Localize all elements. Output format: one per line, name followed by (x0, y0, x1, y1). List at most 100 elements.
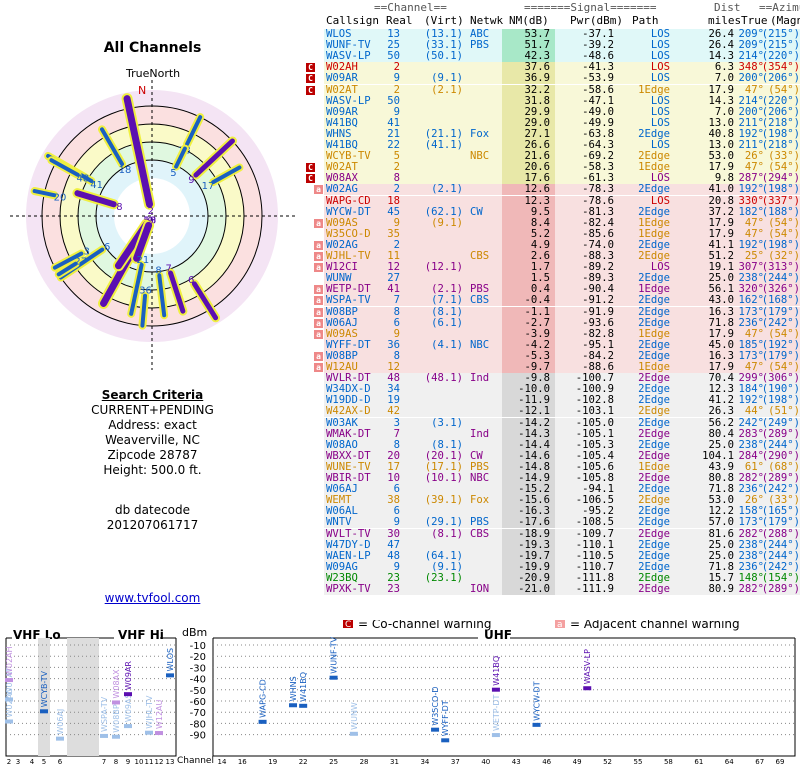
cell-path: LOS (650, 139, 670, 151)
signal-bar (431, 727, 440, 732)
cell-pwr: -105.3 (575, 438, 614, 451)
cell-mg: (206°) (761, 72, 800, 85)
cell-mi: 26.3 (708, 405, 734, 418)
cell-path: 2Edge (638, 516, 670, 529)
cell-mg: (51°) (768, 405, 800, 418)
cell-callsign: WCYB-TV (326, 150, 371, 163)
signal-bar (155, 731, 163, 736)
cell-callsign: W02AG (326, 183, 358, 196)
cell-tr: 214° (738, 94, 764, 107)
cell-mi: 25.0 (708, 438, 734, 451)
x-tick-label: 4 (30, 758, 35, 766)
signal-bar (124, 724, 132, 729)
bar-label: WYFF-DT (441, 700, 450, 736)
cell-net: PBS (470, 39, 490, 52)
site-link[interactable]: www.tvfool.com (104, 591, 201, 605)
nm-cell-bg (502, 128, 555, 140)
table-row: W47DY-D 47 -19.3 -110.1 2Edge 25.0 238° (244°) (304, 538, 800, 551)
cell-nm: -14.2 (518, 416, 550, 429)
cell-path: 2Edge (638, 150, 670, 163)
nm-cell-bg (502, 384, 555, 396)
cell-nm: -16.3 (518, 505, 550, 518)
cell-mi: 25.0 (708, 272, 734, 285)
signal-bar (289, 703, 298, 708)
warning-gutter (304, 117, 324, 129)
cell-tr: 148° (738, 571, 764, 584)
table-row: a W08BP 8 -5.3 -84.2 2Edge 16.3 173° (179°) (304, 349, 800, 362)
spoke-label: 8 (155, 266, 161, 277)
cell-pwr: -37.1 (582, 28, 614, 40)
cell-real: 6 (393, 505, 400, 518)
warning-gutter (304, 106, 324, 118)
warning-gutter (304, 461, 324, 473)
table-row: C W08AX 8 17.6 -61.3 LOS 9.8 287° (294°) (304, 173, 800, 185)
cell-pwr: -94.1 (582, 483, 614, 496)
cell-virt: (41.1) (424, 139, 463, 151)
bar-label: W08AX (112, 669, 121, 699)
cell-real: 25 (387, 39, 400, 52)
spoke-label: 36 (139, 286, 152, 297)
cell-virt: (9.1) (431, 560, 463, 573)
col-netwk: Netwk (470, 14, 504, 27)
nm-cell-bg (502, 406, 555, 418)
signal-bar (112, 734, 120, 739)
cell-mi: 16.3 (708, 305, 734, 318)
signal-spoke (193, 138, 235, 178)
cell-nm: 31.8 (524, 94, 550, 107)
x-tick-label: 16 (238, 758, 247, 766)
signal-spoke (56, 261, 78, 277)
spoke-label: 3 (83, 247, 89, 258)
cell-mi: 16.3 (708, 349, 734, 362)
cell-virt: (2.1) (431, 283, 463, 296)
cell-nm: -15.6 (518, 494, 550, 507)
nm-cell-bg (502, 251, 555, 262)
cell-nm: -14.4 (518, 438, 550, 451)
cell-real: 9 (393, 216, 400, 229)
table-row: WASV-LP 50 31.8 -47.1 LOS 14.3 214° (220°) (304, 94, 800, 107)
warning-gutter (304, 51, 324, 63)
cell-mg: (288°) (761, 527, 800, 540)
cell-nm: -12.1 (518, 405, 550, 418)
cell-mg: (218°) (761, 116, 800, 129)
table-row: W41BQ 22 (41.1) 26.6 -64.3 LOS 13.0 211° (218°) (304, 140, 800, 151)
cell-callsign: W02AH (326, 61, 358, 74)
cell-tr: 47° (744, 361, 764, 373)
cell-callsign: W41BQ (326, 116, 358, 129)
spoke-label: 20 (54, 192, 67, 203)
cell-pwr: -58.3 (582, 161, 614, 174)
cell-real: 10 (387, 472, 400, 484)
y-tick-label: -20 (190, 652, 206, 663)
x-tick-label: 22 (299, 758, 308, 766)
bar-label: WJHL-TV (145, 695, 154, 729)
cell-tr: 182° (738, 205, 764, 218)
cell-nm: 53.7 (524, 28, 550, 40)
cell-callsign: WPXK-TV (326, 583, 371, 595)
cell-pwr: -106.5 (575, 494, 614, 507)
cell-real: 12 (387, 361, 400, 373)
cell-mg: (326°) (761, 283, 800, 296)
cell-real: 8 (393, 305, 400, 318)
signal-bar (100, 733, 108, 738)
table-row: a W09AS 9 (9.1) 8.4 -82.4 1Edge 17.9 47° (54°) (304, 216, 800, 229)
x-tick-label: 31 (390, 758, 399, 766)
nm-cell-bg (502, 339, 555, 351)
cell-mg: (289°) (761, 583, 800, 595)
cell-mi: 40.8 (708, 127, 734, 140)
cell-nm: -3.9 (524, 327, 550, 340)
cell-tr: 238° (738, 538, 764, 551)
table-row: W09AG 9 (9.1) -19.9 -110.7 2Edge 71.8 236° (242°… (304, 560, 800, 573)
signal-bar (166, 673, 174, 678)
signal-bar (112, 700, 120, 705)
nm-cell-bg (502, 317, 555, 329)
cell-tr: 320° (738, 283, 764, 296)
cell-virt: (17.1) (424, 460, 463, 473)
cell-virt: (33.1) (424, 39, 463, 52)
cell-mi: 13.0 (708, 116, 734, 129)
cell-tr: 47° (744, 161, 764, 174)
nm-cell-bg (502, 73, 555, 85)
cell-path: 2Edge (638, 416, 670, 429)
cell-path: LOS (650, 39, 670, 52)
cell-tr: 283° (738, 427, 764, 440)
spoke-label: 21 (136, 255, 149, 266)
nm-cell-bg (502, 151, 555, 163)
